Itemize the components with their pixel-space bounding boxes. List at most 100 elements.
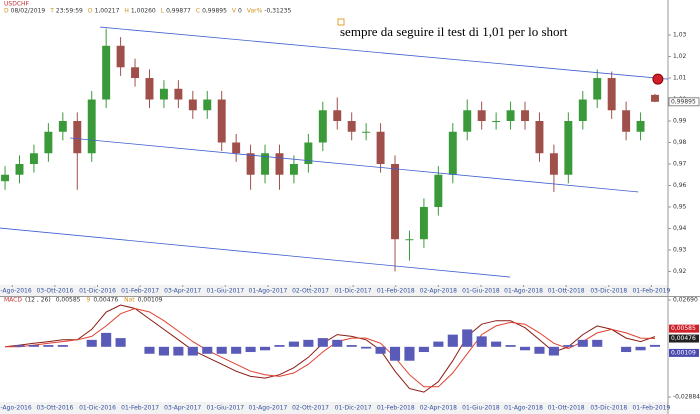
candle-body [607,78,616,111]
candle-body [434,174,443,207]
candle-body [492,121,501,123]
header-value: 23:59:59 [56,8,83,15]
legend-value: 0,00109 [138,297,163,304]
histogram-bar [346,345,357,347]
candle-body [188,99,197,111]
y-tick-label: 1,01 [673,75,687,82]
candle-body [622,110,631,132]
candle-body [304,142,313,164]
header-label: H [124,8,129,15]
x-tick-label: 01-Feb-2018 [377,405,415,412]
x-tick-label: 01-Ago-2018 [504,405,543,412]
x-tick-label: 01-Feb-2017 [121,405,159,412]
date-axis-band [0,285,668,296]
x-tick-label: 01-Ott-2018 [548,405,585,412]
candle-body [1,174,10,182]
candle-body [463,110,472,132]
y-tick-label: 0,93 [673,246,687,253]
candle-body [419,206,428,240]
header-value: 1,00217 [95,8,120,15]
candle-body [289,163,298,175]
value-box-label: 0,00476 [671,335,696,342]
histogram-bar [202,346,213,354]
legend-label: Nat [124,297,135,304]
x-tick-label: 01-Feb-2019 [632,288,670,295]
histogram-bar [101,332,112,347]
last-value-box [668,97,700,107]
date-axis-band [0,402,668,414]
histogram-bar [245,346,256,353]
header-label: C [196,8,200,15]
candle-body [578,99,587,122]
x-tick-label: 02-Apr-2018 [420,288,457,295]
x-tick-label: 01-Ago-2017 [249,405,288,412]
x-tick-label: 01-Ago-2016 [0,288,32,295]
y-tick-label: 1,03 [673,32,687,39]
histogram-bar [173,346,184,356]
candle-body [448,131,457,175]
trendline [70,137,639,193]
y-tick-label: 0,97 [673,160,687,167]
histogram-bar [57,345,68,347]
legend-title: MACD [4,297,22,304]
candle-body [246,153,255,175]
candle-body [549,153,558,175]
header-value: 0,99895 [202,8,227,15]
histogram-bar [476,336,487,347]
histogram-bar [519,346,531,351]
x-tick-label: 03-Apr-2017 [164,405,201,412]
x-tick-label: 01-Giu-2018 [462,288,500,295]
x-tick-label: 02-Apr-2018 [420,405,457,412]
x-tick-label: 03-Apr-2017 [164,288,201,295]
histogram-bar [447,334,458,347]
candle-body [217,99,226,143]
header-value: 0,99877 [166,8,191,15]
y-tick-label: 0,98 [673,139,687,146]
legend-label: 9 [87,297,91,304]
histogram-bar [505,345,516,347]
candle-body [651,94,659,102]
candle-body [477,110,486,122]
value-box [669,324,699,333]
x-tick-label: 01-Ott-2018 [548,288,585,295]
histogram-bar [274,345,285,347]
trendline [100,26,669,80]
candle-body [102,45,111,100]
header-value: 1,00260 [131,8,156,15]
candle-body [58,121,67,132]
histogram-bar [621,346,632,353]
legend-params: (12 , 26) [25,297,51,304]
candle-body [261,153,270,175]
x-tick-label: 01-Giu-2018 [462,405,500,412]
candle-body [535,121,544,154]
candle-body [131,67,140,79]
histogram-bar [548,346,559,356]
candle-body [87,99,96,154]
histogram-bar [231,346,242,354]
candle-body [521,110,529,122]
x-tick-label: 01-Feb-2018 [377,288,415,295]
histogram-bar [462,329,473,347]
x-tick-label: 03-Dic-2018 [590,288,627,295]
histogram-bar [361,346,372,349]
header-label: Var% [247,8,263,15]
y-tick-label: 0,94 [673,225,687,232]
histogram-bar [144,346,155,354]
candle-body [159,88,168,100]
candle-body [203,99,212,111]
header-value: -0,31235 [264,8,291,15]
last-value-label: 0,99895 [671,98,696,105]
histogram-bar [404,346,415,361]
x-tick-label: 01-Feb-2017 [121,288,159,295]
candle-body [362,131,371,133]
candle-body [318,110,327,143]
histogram-bar [433,341,444,347]
y-tick-label: -0,02884 [673,394,700,401]
annotation: sempre da seguire il test di 1,01 per lo… [340,24,568,39]
candle-body [232,142,241,154]
macd-line [5,304,656,393]
candle-body [174,88,183,100]
x-tick-label: 01-Ago-2016 [0,405,32,412]
marker [652,73,664,85]
